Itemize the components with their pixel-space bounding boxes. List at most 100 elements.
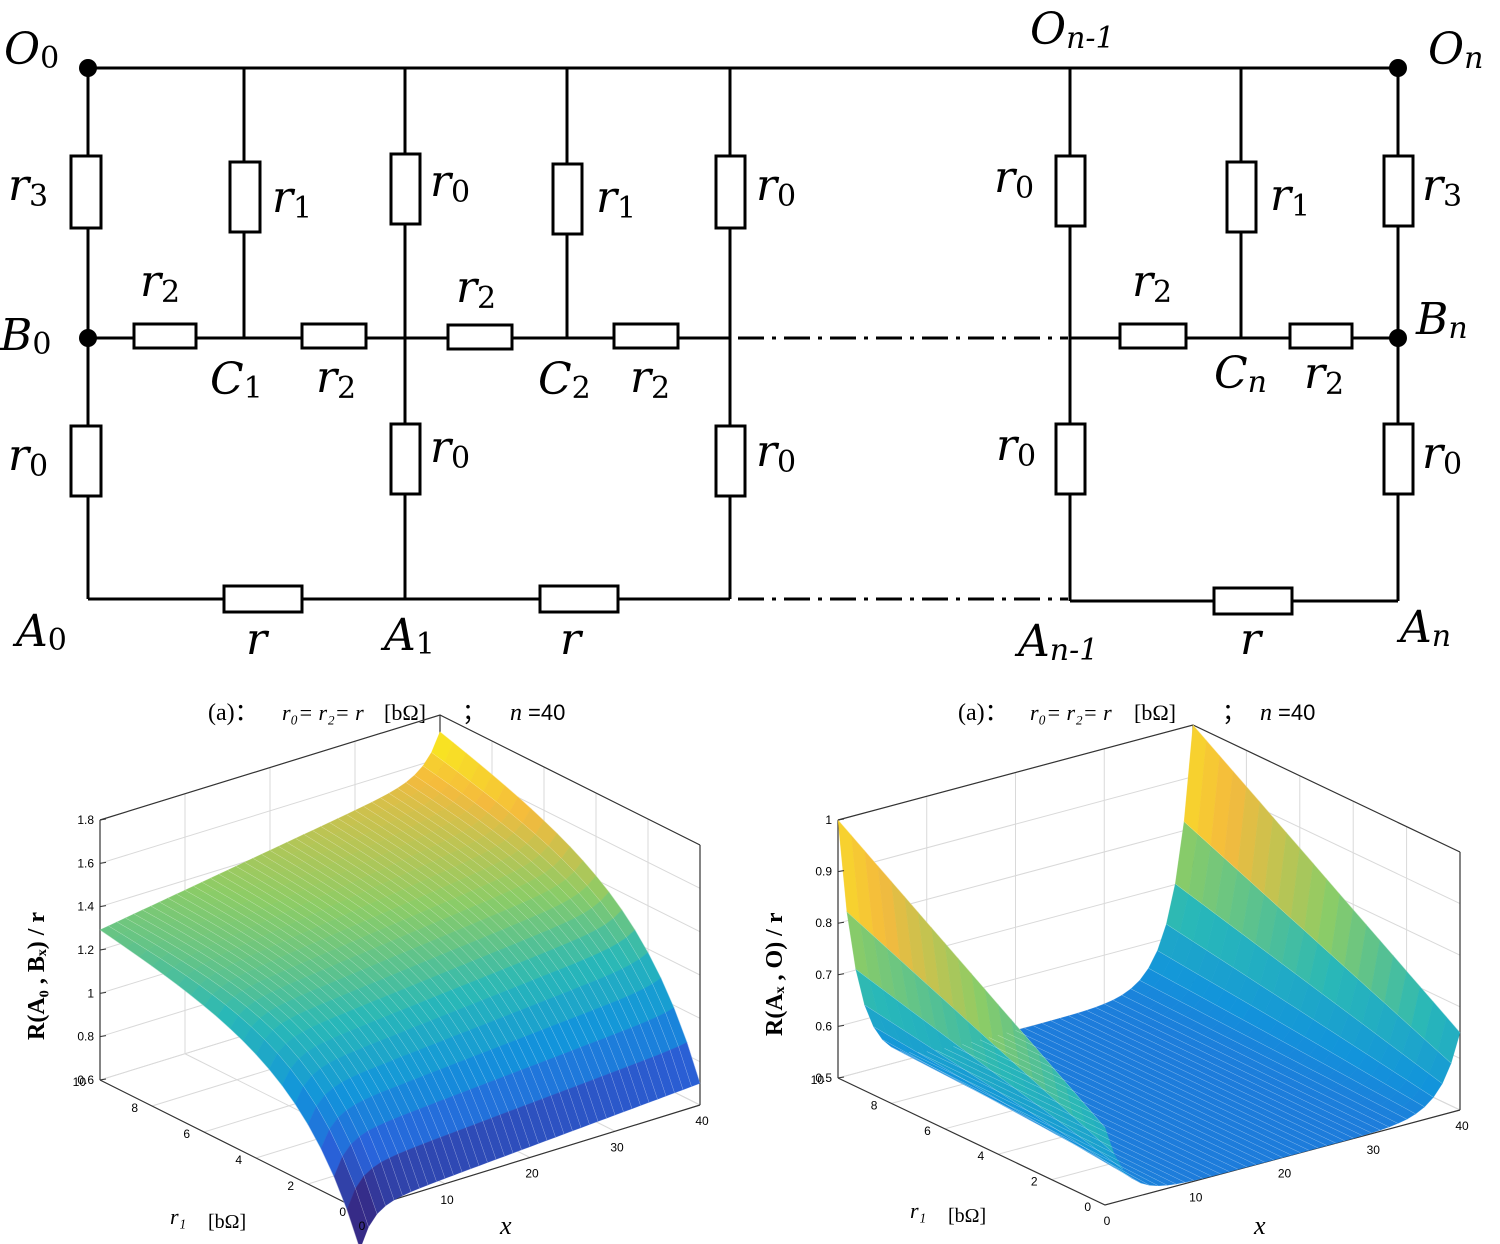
- mesh-line: [286, 842, 548, 1141]
- mesh-line: [201, 881, 463, 1173]
- plot-caption-right: (a)： r₀= r₂= r [bΩ] ； n =40: [958, 700, 1315, 726]
- mesh-line: [159, 901, 420, 1189]
- mesh-line: [218, 873, 480, 1166]
- x-tick-label: 30: [610, 1140, 624, 1154]
- zlabel-right: R(Aₓ , O) / r: [762, 912, 788, 1036]
- y-tick-label: 0: [1084, 1200, 1091, 1214]
- mesh-line: [855, 969, 1123, 1170]
- mesh-line: [227, 870, 488, 1163]
- mesh-line: [167, 897, 429, 1185]
- mesh-line: [1121, 994, 1390, 1128]
- caption-unit: [bΩ]: [1134, 700, 1176, 725]
- mesh-line: [1006, 1032, 1274, 1161]
- label-An1: An-1: [1014, 616, 1098, 668]
- label-r2-6: r2: [1304, 348, 1344, 402]
- mesh-line: [1157, 950, 1425, 1108]
- mesh-line: [252, 858, 514, 1154]
- node-dots: [79, 59, 1407, 347]
- caption-prefix: (a)：: [958, 700, 1009, 726]
- caption-formula: r₀= r₂= r: [1030, 700, 1112, 725]
- mesh-line: [312, 830, 573, 1131]
- resistor-r2-2: [300, 322, 368, 350]
- resistor-r2-3: [446, 323, 514, 351]
- mesh-line: [329, 822, 590, 1125]
- z-tick: [99, 1078, 107, 1081]
- mesh-line: [388, 793, 650, 1103]
- z-tick-label: 0.9: [815, 865, 832, 879]
- node-dot-Bn: [1389, 329, 1407, 347]
- label-On: On: [1428, 24, 1483, 76]
- mesh-line: [1086, 1010, 1354, 1139]
- mesh-line: [108, 925, 369, 1227]
- mesh-line: [354, 810, 616, 1116]
- label-C1: C1: [210, 354, 263, 406]
- caption-formula: r₀= r₂= r: [282, 700, 364, 725]
- y-tick-label: 4: [235, 1153, 242, 1167]
- mesh-line: [405, 782, 667, 1097]
- x-tick-label: 0: [1104, 1214, 1111, 1228]
- resistor-r0-a2-bottom: [714, 424, 747, 498]
- z-tick: [99, 818, 107, 821]
- y-tick-label: 0: [339, 1205, 346, 1219]
- mesh-line: [1095, 1007, 1363, 1136]
- caption-sep: ；: [462, 700, 486, 726]
- z-tick: [99, 948, 107, 951]
- label-r0-a2-top: r0: [756, 160, 796, 214]
- mesh-line: [133, 913, 395, 1201]
- caption-sep: ；: [1222, 700, 1246, 726]
- mesh-line: [1024, 1027, 1292, 1156]
- z-tick: [837, 818, 845, 821]
- label-Cn: Cn: [1214, 348, 1267, 400]
- label-r-1: r: [246, 614, 270, 665]
- node-dot-On: [1389, 59, 1407, 77]
- xlabel-right: x: [1253, 1211, 1266, 1240]
- y-tick-label: 6: [183, 1127, 190, 1141]
- label-B0: B0: [0, 310, 51, 362]
- label-r0-right: r0: [1422, 428, 1462, 482]
- mesh-line: [899, 1050, 1168, 1186]
- mesh-line: [997, 1034, 1265, 1163]
- mesh-line: [142, 909, 403, 1196]
- mesh-line: [1183, 821, 1452, 1064]
- y-tick-label: 4: [978, 1149, 985, 1163]
- z-tick: [99, 905, 107, 908]
- resistor-r1-cn: [1225, 160, 1258, 234]
- mesh-line: [320, 826, 582, 1128]
- z-tick-label: 0.6: [77, 1073, 94, 1087]
- resistor-r0-a1-top: [389, 152, 422, 226]
- mesh-line: [1148, 968, 1416, 1115]
- z-tick-label: 1: [825, 813, 832, 827]
- circuit-labels: O0 On-1 On B0 Bn C1 C2 Cn A0 A1 An-1 An …: [0, 4, 1483, 668]
- label-r-n: r: [1240, 614, 1264, 665]
- mesh-line: [1015, 1030, 1283, 1158]
- ylabel-var-right: r₁: [910, 1198, 926, 1223]
- z-tick-label: 1.6: [77, 856, 94, 870]
- label-r2-5: r2: [1132, 256, 1172, 310]
- resistor-r3-right: [1382, 154, 1415, 228]
- mesh-line: [1033, 1025, 1301, 1153]
- z-tick: [837, 921, 845, 924]
- z-tick: [99, 991, 107, 994]
- label-C2: C2: [538, 354, 591, 406]
- mesh-line: [837, 819, 1106, 1128]
- caption-n-label: n: [1260, 700, 1272, 726]
- mesh-line: [1059, 1018, 1328, 1146]
- x-tick-label: 20: [525, 1167, 539, 1181]
- surface-cell: [1437, 1016, 1461, 1064]
- label-r2-3: r2: [456, 262, 496, 316]
- mesh-line: [962, 1044, 1230, 1172]
- label-r3-right: r3: [1422, 160, 1462, 214]
- resistor-r-2: [538, 584, 620, 614]
- z-tick: [837, 973, 845, 976]
- resistor-r0-right: [1382, 422, 1415, 496]
- mesh-line: [176, 893, 437, 1182]
- z-tick: [837, 870, 845, 873]
- surface-plot-left: 0.6 0.8 1 1.2 1.4 1.6 1.8 0 10 20 30 40 0 2 4 6 8 10: [73, 714, 709, 1244]
- mesh-line: [1112, 999, 1381, 1131]
- mesh-line: [422, 765, 684, 1090]
- label-r0-a1-top: r0: [430, 156, 470, 210]
- label-An: An: [1396, 602, 1451, 654]
- caption-unit: [bΩ]: [384, 700, 426, 725]
- mesh-line: [988, 1037, 1257, 1165]
